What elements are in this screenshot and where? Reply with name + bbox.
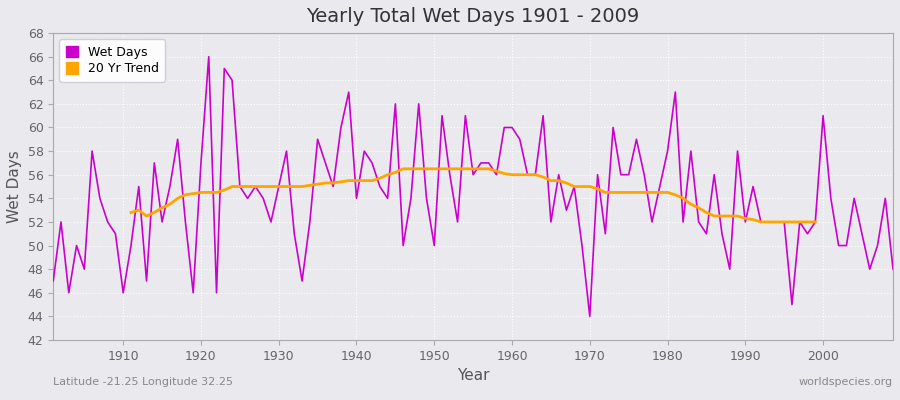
Wet Days: [584, 314, 595, 319]
20 Yr Trend: [390, 170, 400, 175]
20 Yr Trend: [195, 190, 206, 195]
Wet Days: [515, 137, 526, 142]
Wet Days: [507, 125, 517, 130]
Line: 20 Yr Trend: 20 Yr Trend: [131, 169, 815, 222]
Wet Days: [203, 54, 214, 59]
20 Yr Trend: [740, 216, 751, 221]
Line: Wet Days: Wet Days: [53, 57, 893, 316]
Text: worldspecies.org: worldspecies.org: [799, 377, 893, 387]
Legend: Wet Days, 20 Yr Trend: Wet Days, 20 Yr Trend: [59, 39, 166, 82]
20 Yr Trend: [126, 210, 137, 215]
Wet Days: [616, 172, 626, 177]
20 Yr Trend: [212, 190, 222, 195]
20 Yr Trend: [755, 220, 766, 224]
Wet Days: [336, 125, 346, 130]
20 Yr Trend: [483, 166, 494, 171]
Text: Latitude -21.25 Longitude 32.25: Latitude -21.25 Longitude 32.25: [53, 377, 233, 387]
20 Yr Trend: [810, 220, 821, 224]
Y-axis label: Wet Days: Wet Days: [7, 150, 22, 223]
Wet Days: [48, 278, 58, 283]
Wet Days: [289, 231, 300, 236]
20 Yr Trend: [398, 166, 409, 171]
Wet Days: [110, 231, 121, 236]
X-axis label: Year: Year: [457, 368, 490, 383]
20 Yr Trend: [266, 184, 276, 189]
Title: Yearly Total Wet Days 1901 - 2009: Yearly Total Wet Days 1901 - 2009: [307, 7, 640, 26]
Wet Days: [887, 267, 898, 272]
